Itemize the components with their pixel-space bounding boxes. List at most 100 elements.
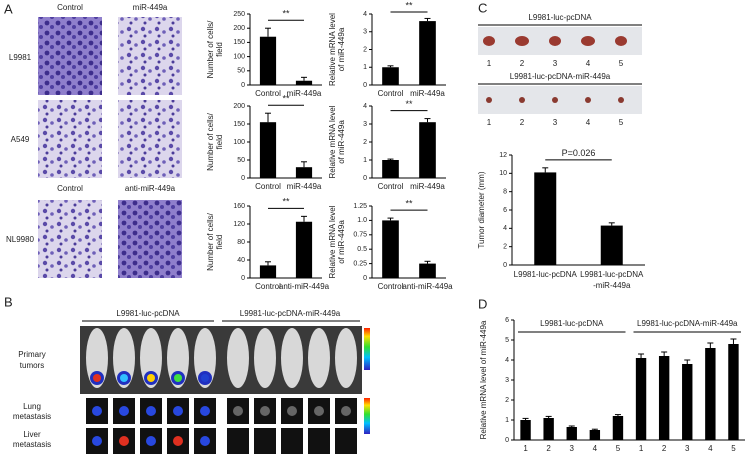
tumor-photo [478,86,642,114]
signal [93,374,101,382]
bar [382,220,399,278]
signal [173,406,183,416]
significance-label: ** [405,198,413,208]
bar [419,21,436,86]
tumor-number: 1 [487,59,492,68]
bar [589,430,601,440]
bar [419,122,436,178]
column-header: Control [57,3,83,12]
tumor [618,97,624,103]
y-tick-label: 1 [505,417,509,424]
y-axis-label: of miR-449a [337,27,346,71]
y-tick-label: 0.25 [353,260,367,267]
signal [201,374,209,382]
x-tick-label: 2 [662,444,667,453]
x-tick-label: 2 [546,444,551,453]
signal [200,436,210,446]
x-tick-label: miR-449a [410,89,445,98]
y-tick-label: 150 [233,39,245,46]
y-axis-label: Relative mRNA level [328,105,337,178]
y-tick-label: 1.25 [353,203,367,210]
x-tick-label: Control [378,282,404,291]
mouse [140,328,162,388]
tissue [287,406,297,416]
y-tick-label: 4 [505,357,509,364]
column-header: Control [57,184,83,193]
tumor-number: 5 [619,59,624,68]
mouse [227,328,249,388]
x-tick-label: Control [255,89,281,98]
y-tick-label: 50 [237,68,245,75]
x-tick-label: 5 [616,444,621,453]
y-tick-label: 0 [363,275,367,282]
signal [147,374,155,382]
y-tick-label: 100 [233,139,245,146]
row-label: A549 [11,135,30,144]
y-tick-label: 0.5 [357,246,367,253]
tumor-number: 4 [586,118,591,127]
signal [119,436,129,446]
y-axis-label: Number of cells/ [206,212,215,271]
bar [728,344,739,440]
y-tick-label: 0.75 [353,232,367,239]
bar [259,265,277,278]
x-tick-label: 4 [593,444,598,453]
x-tick-label: miR-449a [287,89,322,98]
color-scale [364,328,370,370]
mouse [113,328,135,388]
liver-photo [254,428,276,454]
x-tick-label: 3 [570,444,575,453]
panel-label: B [4,294,13,309]
y-tick-label: 80 [237,239,245,246]
micrograph [118,17,182,95]
liver-photo [335,428,357,454]
bar [295,80,313,85]
column-header: miR-449a [133,3,168,12]
bar [635,358,647,440]
group-label: L9981-luc-pcDNA [540,319,604,328]
significance-label: ** [282,197,290,207]
tumor [615,36,627,46]
significance-label: ** [405,0,413,10]
y-tick-label: 0 [505,437,509,444]
row-label: L9981 [9,53,32,62]
signal [119,406,129,416]
y-tick-label: 2 [503,244,507,251]
signal [146,406,156,416]
bar [382,67,399,85]
x-tick-label: 3 [685,444,690,453]
x-tick-label: anti-miR-449a [279,282,330,291]
tumor-number: 1 [487,118,492,127]
bar [705,348,716,440]
x-tick-label: Control [378,182,404,191]
y-tick-label: 50 [237,157,245,164]
tumor-number: 4 [586,59,591,68]
tumor-number: 3 [553,59,558,68]
bar [259,36,277,85]
y-tick-label: 2 [505,397,509,404]
bar [543,418,554,440]
panel-label: C [478,0,487,15]
y-tick-label: 4 [503,225,507,232]
signal [120,374,128,382]
row-label: Lung metastasis [13,402,51,421]
tissue [233,406,243,416]
y-tick-label: 2 [363,139,367,146]
y-tick-label: 100 [233,53,245,60]
x-tick-label: 4 [708,444,713,453]
y-tick-label: 3 [505,377,509,384]
y-tick-label: 0 [241,175,245,182]
tumor [515,36,529,46]
row-label: L9981-luc-pcDNA-miR-449a [510,72,611,81]
mouse [167,328,189,388]
liver-photo [308,428,330,454]
y-tick-label: 200 [233,103,245,110]
y-tick-label: 5 [505,337,509,344]
significance-label: ** [282,94,290,104]
bar [520,420,531,440]
micrograph [38,17,102,95]
y-tick-label: 1.0 [357,217,367,224]
micrograph [118,100,182,178]
tumor-number: 2 [520,59,525,68]
